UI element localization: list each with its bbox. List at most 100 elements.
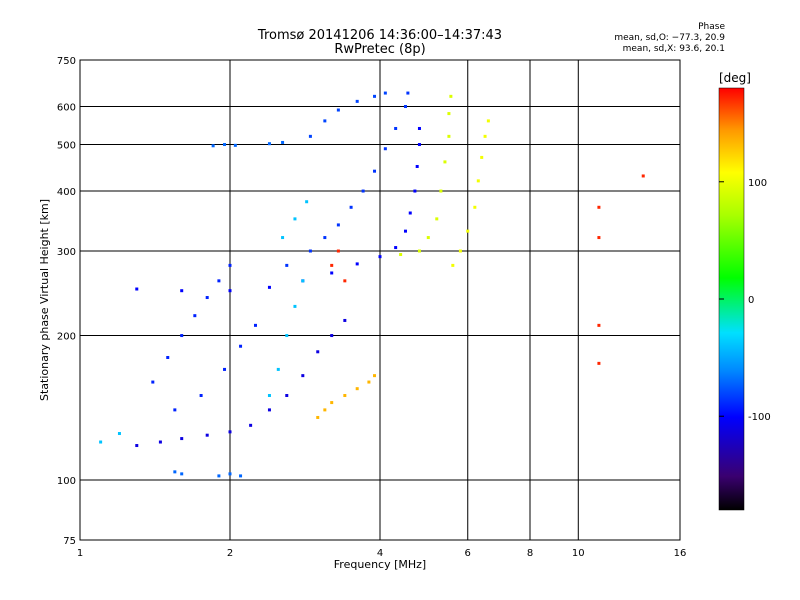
- plot-frame: [79, 59, 681, 541]
- colorbar-tick-label: 100: [748, 178, 767, 189]
- data-point: [373, 374, 377, 378]
- data-point: [217, 474, 221, 478]
- data-point: [285, 334, 289, 338]
- data-point: [394, 126, 398, 130]
- colorbar-ticks: 100 0 -100: [719, 178, 771, 423]
- data-point: [336, 223, 340, 227]
- colorbar-label: [deg]: [719, 71, 751, 85]
- chart-title: Tromsø 20141206 14:36:00–14:37:43: [257, 28, 503, 43]
- data-point: [217, 279, 221, 283]
- y-tick-label: 500: [57, 141, 76, 152]
- y-tick-label: 75: [63, 536, 76, 547]
- y-axis-ticks: 75 100 200 300 400 500 600 750: [57, 56, 76, 547]
- data-point: [408, 211, 412, 215]
- data-point: [417, 249, 421, 253]
- data-point: [449, 94, 453, 98]
- data-point: [180, 472, 184, 476]
- data-point: [343, 318, 347, 322]
- data-point: [267, 142, 271, 146]
- data-point: [316, 350, 320, 354]
- data-point: [597, 205, 601, 209]
- data-point: [180, 334, 184, 338]
- data-point: [223, 367, 227, 371]
- data-point: [281, 236, 285, 240]
- data-point: [239, 474, 243, 478]
- data-point: [135, 287, 139, 291]
- data-point: [413, 189, 417, 193]
- data-point: [199, 394, 203, 398]
- data-point: [435, 217, 439, 221]
- data-point: [151, 380, 155, 384]
- data-point: [330, 401, 334, 405]
- data-point: [239, 344, 243, 348]
- data-point: [367, 380, 371, 384]
- data-point: [228, 430, 232, 434]
- data-point: [205, 433, 209, 437]
- data-point: [355, 99, 359, 103]
- data-point: [451, 263, 455, 267]
- chart-subtitle: RwPretec (8p): [334, 42, 426, 57]
- data-point: [597, 236, 601, 240]
- colorbar-tick-label: 0: [748, 295, 754, 306]
- x-axis-ticks: 1 2 4 6 8 10 16: [77, 548, 687, 559]
- x-tick-label: 2: [227, 548, 233, 559]
- data-point: [417, 126, 421, 130]
- data-point: [406, 91, 410, 95]
- data-point: [173, 470, 177, 474]
- data-point: [316, 415, 320, 419]
- data-point: [205, 296, 209, 300]
- data-point: [426, 236, 430, 240]
- y-tick-label: 300: [57, 247, 76, 258]
- data-point: [135, 444, 139, 448]
- data-point: [349, 205, 353, 209]
- phase-stats-x: mean, sd,X: 93.6, 20.1: [622, 44, 725, 54]
- data-point: [253, 323, 257, 327]
- colorbar-tick-label: -100: [748, 412, 771, 423]
- data-point: [267, 285, 271, 289]
- data-point: [117, 432, 121, 436]
- data-point: [439, 189, 443, 193]
- y-tick-label: 200: [57, 332, 76, 343]
- x-axis-label: Frequency [MHz]: [334, 558, 426, 571]
- data-point: [336, 249, 340, 253]
- data-point: [399, 253, 403, 257]
- data-point: [483, 134, 487, 138]
- data-point: [415, 164, 419, 168]
- data-point: [330, 271, 334, 275]
- data-point: [223, 143, 227, 147]
- data-point: [394, 246, 398, 250]
- x-tick-label: 1: [77, 548, 83, 559]
- data-point: [373, 94, 377, 98]
- data-point: [99, 440, 103, 444]
- data-point: [447, 134, 451, 138]
- data-point: [180, 289, 184, 293]
- data-point: [228, 263, 232, 267]
- data-point: [158, 440, 162, 444]
- data-point: [355, 387, 359, 391]
- data-point: [305, 200, 309, 204]
- data-point: [641, 174, 645, 178]
- phase-stats-heading: Phase: [698, 22, 725, 32]
- data-point: [476, 179, 480, 183]
- data-point: [285, 394, 289, 398]
- data-point: [343, 279, 347, 283]
- data-point: [308, 249, 312, 253]
- data-point: [293, 304, 297, 308]
- data-point: [597, 361, 601, 365]
- data-point: [267, 408, 271, 412]
- data-point: [343, 394, 347, 398]
- data-point: [466, 229, 470, 233]
- data-point: [336, 108, 340, 112]
- data-point: [355, 262, 359, 266]
- data-point: [361, 189, 365, 193]
- data-point: [480, 155, 484, 159]
- data-point: [458, 249, 462, 253]
- data-point: [383, 91, 387, 95]
- phase-stats-o: mean, sd,O: −77.3, 20.9: [614, 33, 725, 43]
- data-point: [473, 205, 477, 209]
- data-point: [383, 147, 387, 151]
- data-point: [597, 323, 601, 327]
- data-point: [301, 374, 305, 378]
- data-point: [211, 144, 215, 148]
- data-point: [166, 355, 170, 359]
